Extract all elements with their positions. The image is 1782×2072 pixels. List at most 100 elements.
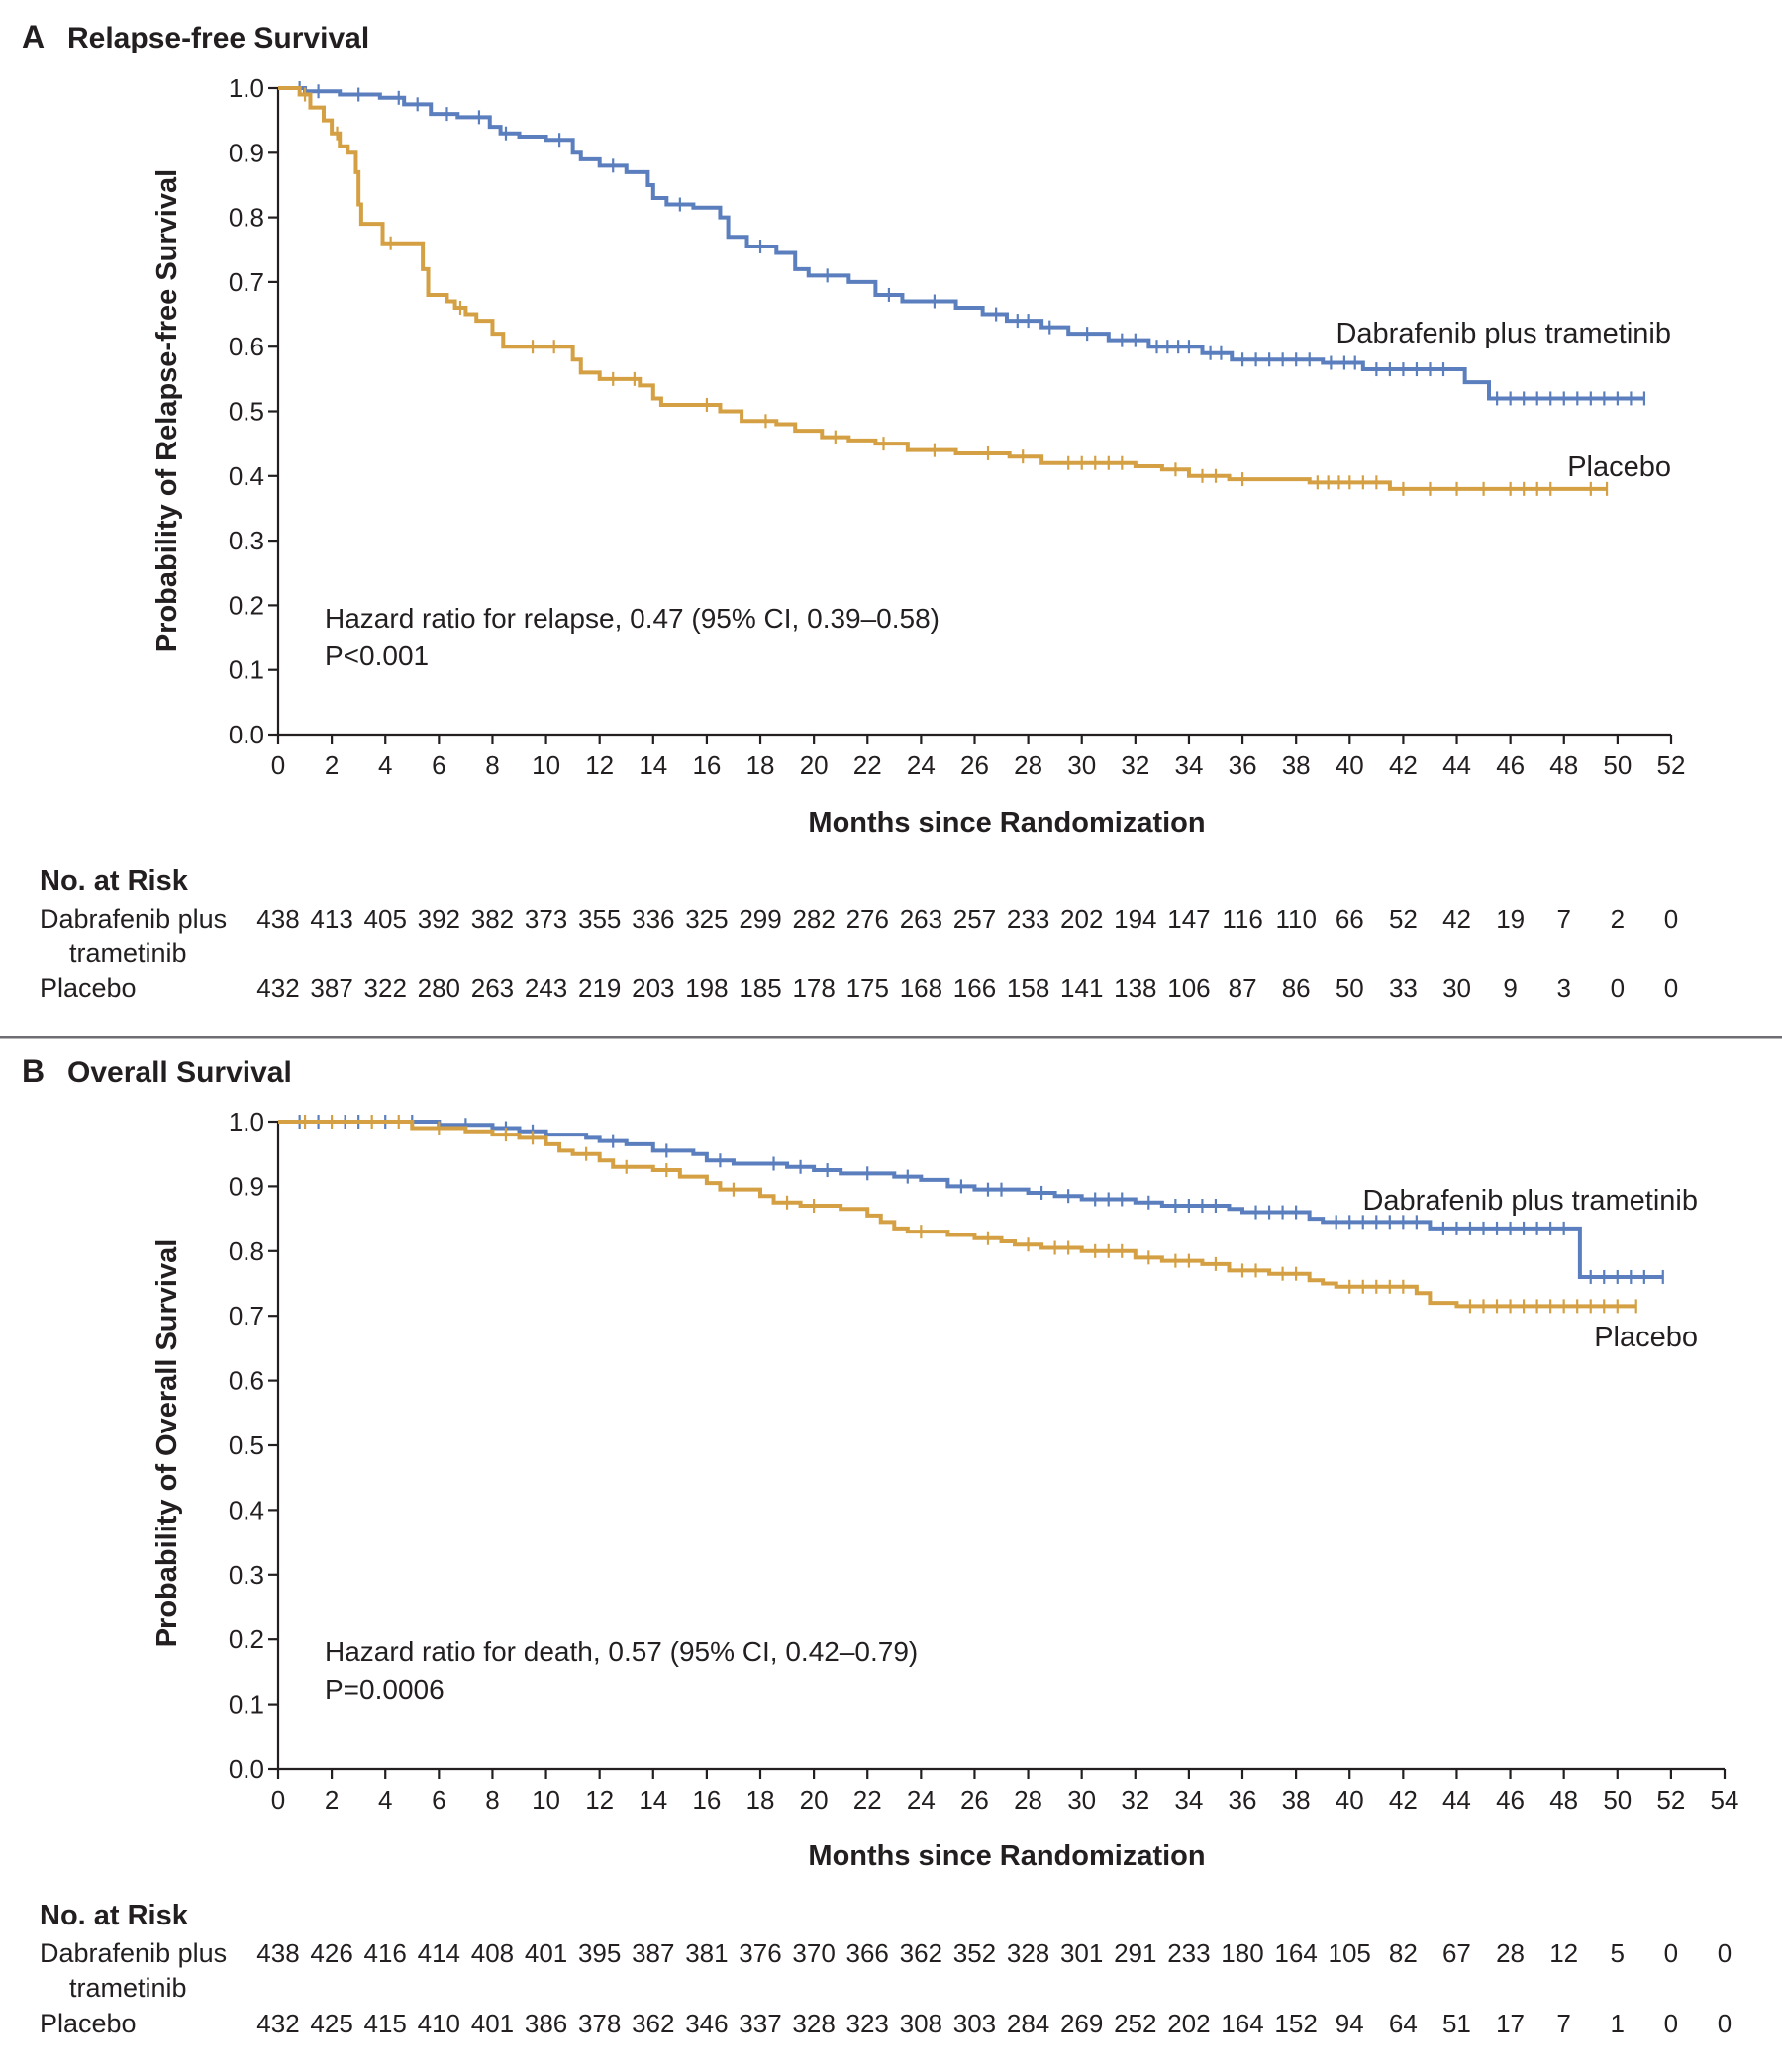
panel-a-x-tick-label: 22 bbox=[853, 750, 882, 780]
panel-a-x-tick-label: 18 bbox=[746, 750, 775, 780]
panel-a-risk-value-placebo: 50 bbox=[1336, 973, 1364, 1003]
panel-b-x-tick-label: 20 bbox=[800, 1785, 829, 1815]
panel-a-risk-value-placebo: 219 bbox=[578, 973, 621, 1003]
panel-b-x-tick-label: 36 bbox=[1229, 1785, 1257, 1815]
panel-b-risk-value-placebo: 0 bbox=[1718, 2009, 1732, 2038]
panel-b-risk-value-placebo: 252 bbox=[1114, 2009, 1156, 2038]
panel-a-risk-value-placebo: 30 bbox=[1442, 973, 1471, 1003]
panel-a-x-tick-label: 52 bbox=[1657, 750, 1686, 780]
panel-b-risk-value-placebo: 51 bbox=[1442, 2009, 1471, 2038]
panel-b-risk-label-placebo: Placebo bbox=[40, 2009, 137, 2038]
panel-b-risk-value-dabrafenib: 414 bbox=[418, 1938, 460, 1968]
panel-b-risk-value-placebo: 415 bbox=[364, 2009, 407, 2038]
panel-a-y-tick-label: 0.7 bbox=[229, 267, 264, 297]
panel-b-risk-value-placebo: 432 bbox=[256, 2009, 299, 2038]
panel-b-p-value: P=0.0006 bbox=[325, 1674, 445, 1705]
panel-b-risk-value-dabrafenib: 381 bbox=[685, 1938, 728, 1968]
panel-a-x-tick-label: 6 bbox=[432, 750, 446, 780]
panel-b-y-tick-label: 1.0 bbox=[229, 1107, 264, 1136]
panel-a-risk-value-dabrafenib: 42 bbox=[1442, 904, 1471, 934]
panel-b-x-tick-label: 38 bbox=[1282, 1785, 1311, 1815]
panel-a-x-tick-label: 36 bbox=[1229, 750, 1257, 780]
panel-b-risk-value-dabrafenib: 352 bbox=[953, 1938, 996, 1968]
panel-a-x-tick-label: 26 bbox=[960, 750, 989, 780]
panel-a-x-tick-label: 4 bbox=[378, 750, 392, 780]
panel-b-risk-header: No. at Risk bbox=[40, 1900, 189, 1931]
panel-a-risk-value-dabrafenib: 194 bbox=[1114, 904, 1156, 934]
panel-b-risk-value-placebo: 303 bbox=[953, 2009, 996, 2038]
panel-a-risk-value-dabrafenib: 2 bbox=[1611, 904, 1625, 934]
panel-b-risk-value-placebo: 346 bbox=[685, 2009, 728, 2038]
panel-b-x-tick-label: 2 bbox=[325, 1785, 339, 1815]
panel-b-risk-value-dabrafenib: 5 bbox=[1611, 1938, 1625, 1968]
panel-a-y-axis-title: Probability of Relapse-free Survival bbox=[151, 169, 183, 652]
panel-b-x-tick-label: 18 bbox=[746, 1785, 775, 1815]
panel-b-risk-value-placebo: 269 bbox=[1060, 2009, 1103, 2038]
panel-b-y-tick-label: 0.0 bbox=[229, 1754, 264, 1784]
panel-b-risk-value-dabrafenib: 408 bbox=[471, 1938, 514, 1968]
panel-b-x-tick-label: 4 bbox=[378, 1785, 392, 1815]
panel-a-curve-dabrafenib bbox=[278, 86, 1644, 401]
panel-a-x-tick-label: 42 bbox=[1389, 750, 1418, 780]
panel-b-risk-value-placebo: 202 bbox=[1167, 2009, 1210, 2038]
panel-a-risk-value-placebo: 87 bbox=[1229, 973, 1257, 1003]
panel-a-risk-value-dabrafenib: 405 bbox=[364, 904, 407, 934]
panel-b-axes: 0.00.10.20.30.40.50.60.70.80.91.00 2 4 6 8 10… bbox=[229, 1107, 1739, 1815]
panel-b-x-tick-label: 48 bbox=[1549, 1785, 1578, 1815]
panel-a-y-tick-label: 0.2 bbox=[229, 590, 264, 620]
panel-a-risk-value-placebo: 280 bbox=[418, 973, 460, 1003]
panel-b-risk-label-dabrafenib-2: trametinib bbox=[69, 1973, 187, 2003]
panel-b-risk-value-dabrafenib: 328 bbox=[1007, 1938, 1049, 1968]
panel-a-risk-value-placebo: 138 bbox=[1114, 973, 1156, 1003]
panel-a-risk-label-placebo: Placebo bbox=[40, 973, 137, 1003]
panel-b-y-tick-label: 0.6 bbox=[229, 1366, 264, 1396]
panel-a-risk-value-placebo: 185 bbox=[739, 973, 781, 1003]
panel-a-risk-value-dabrafenib: 373 bbox=[525, 904, 567, 934]
panel-b-risk-value-dabrafenib: 180 bbox=[1221, 1938, 1263, 1968]
panel-a-risk-value-placebo: 0 bbox=[1664, 973, 1678, 1003]
panel-b-risk-value-dabrafenib: 301 bbox=[1060, 1938, 1103, 1968]
panel-a-x-tick-label: 46 bbox=[1496, 750, 1525, 780]
panel-b-risk-value-placebo: 94 bbox=[1336, 2009, 1364, 2038]
panel-b-risk-value-placebo: 337 bbox=[739, 2009, 781, 2038]
panel-b-risk-value-placebo: 323 bbox=[846, 2009, 889, 2038]
panel-a-risk-value-placebo: 33 bbox=[1389, 973, 1418, 1003]
panel-a-risk-value-dabrafenib: 52 bbox=[1389, 904, 1418, 934]
panel-a-risk-value-dabrafenib: 263 bbox=[900, 904, 942, 934]
panel-a-risk-value-placebo: 322 bbox=[364, 973, 407, 1003]
panel-b-risk-value-dabrafenib: 0 bbox=[1718, 1938, 1732, 1968]
panel-b-risk-value-placebo: 425 bbox=[310, 2009, 352, 2038]
panel-a-y-tick-label: 0.1 bbox=[229, 655, 264, 685]
panel-b-risk-value-placebo: 328 bbox=[792, 2009, 835, 2038]
panel-a-risk-value-dabrafenib: 325 bbox=[685, 904, 728, 934]
panel-a-risk-value-dabrafenib: 19 bbox=[1496, 904, 1525, 934]
panel-a-y-tick-label: 0.4 bbox=[229, 461, 264, 491]
panel-a-series-label-dabrafenib: Dabrafenib plus trametinib bbox=[1336, 318, 1671, 349]
panel-a-y-tick-label: 0.9 bbox=[229, 138, 264, 167]
panel-a-risk-value-dabrafenib: 438 bbox=[256, 904, 299, 934]
panel-b-y-tick-label: 0.8 bbox=[229, 1236, 264, 1266]
panel-a-risk-value-placebo: 86 bbox=[1282, 973, 1311, 1003]
panel-b-risk-value-placebo: 401 bbox=[471, 2009, 514, 2038]
panel-b-risk-value-placebo: 164 bbox=[1221, 2009, 1263, 2038]
panel-b-risk-value-placebo: 17 bbox=[1496, 2009, 1525, 2038]
panel-a-curve-placebo bbox=[278, 86, 1608, 491]
panel-a-risk-value-placebo: 198 bbox=[685, 973, 728, 1003]
panel-a-risk-value-dabrafenib: 116 bbox=[1222, 904, 1262, 934]
panel-a-curves bbox=[278, 81, 1646, 496]
panel-a-risk-value-dabrafenib: 355 bbox=[578, 904, 621, 934]
panel-a-risk-value-placebo: 263 bbox=[471, 973, 514, 1003]
panel-a-risk-value-dabrafenib: 0 bbox=[1664, 904, 1678, 934]
panel-b-risk-value-placebo: 152 bbox=[1274, 2009, 1317, 2038]
panel-a-x-axis-title: Months since Randomization bbox=[808, 807, 1205, 839]
panel-b-overall-survival: B Overall Survival Probability of Overal… bbox=[22, 1053, 1738, 2038]
panel-a-hazard-ratio: Hazard ratio for relapse, 0.47 (95% CI, … bbox=[325, 603, 940, 634]
panel-a-risk-value-dabrafenib: 299 bbox=[739, 904, 781, 934]
panel-a-axes: 0.00.10.20.30.40.50.60.70.80.91.00 2 4 6 8 10… bbox=[229, 73, 1686, 780]
panel-a-x-tick-label: 48 bbox=[1549, 750, 1578, 780]
panel-a-risk-value-dabrafenib: 110 bbox=[1275, 904, 1316, 934]
panel-a-risk-value-placebo: 203 bbox=[632, 973, 674, 1003]
panel-b-risk-value-placebo: 1 bbox=[1611, 2009, 1625, 2038]
panel-b-x-tick-label: 16 bbox=[692, 1785, 721, 1815]
